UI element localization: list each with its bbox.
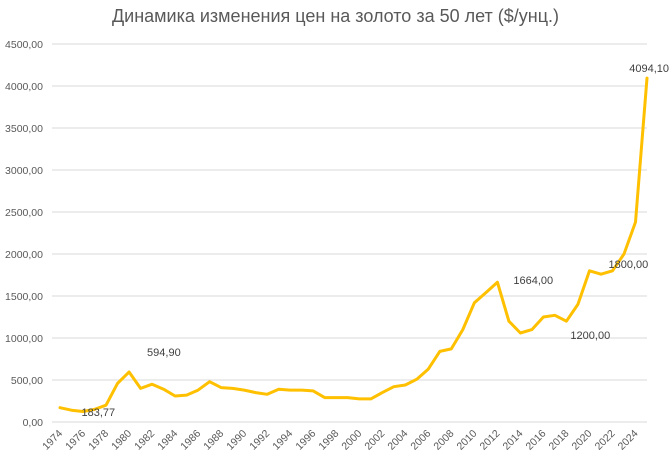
x-tick-label: 2024: [616, 428, 641, 453]
y-tick-label: 0,00: [23, 417, 44, 429]
y-tick-label: 500,00: [11, 375, 43, 387]
y-tick-label: 1000,00: [5, 333, 43, 345]
data-label: 1664,00: [513, 275, 553, 287]
x-tick-label: 2004: [385, 428, 410, 453]
x-tick-label: 2014: [501, 428, 526, 453]
gridlines: [52, 43, 647, 423]
x-tick-label: 1998: [316, 428, 341, 453]
x-tick-label: 2002: [362, 428, 387, 453]
data-label: 4094,10: [629, 63, 669, 75]
y-tick-label: 1500,00: [5, 291, 43, 303]
x-tick-label: 1984: [155, 428, 180, 453]
series-line: [58, 76, 649, 413]
x-tick-label: 1994: [270, 428, 295, 453]
y-axis-tick-labels: 0,00 500,00 1000,00 1500,00 2000,00 2500,00 30…: [5, 39, 43, 429]
y-tick-label: 2000,00: [5, 249, 43, 261]
data-label: 1200,00: [570, 330, 610, 342]
y-tick-label: 4000,00: [5, 81, 43, 93]
series-line-layer: [58, 76, 649, 413]
x-axis-tick-labels: 1974197619781980198219841986198819901992…: [40, 428, 641, 453]
x-tick-label: 1980: [109, 428, 134, 453]
x-tick-label: 1976: [63, 428, 88, 453]
x-tick-label: 1974: [40, 428, 65, 453]
chart-title: Динамика изменения цен на золото за 50 л…: [111, 6, 560, 26]
x-tick-label: 1992: [247, 428, 272, 453]
y-tick-label: 2500,00: [5, 207, 43, 219]
data-label: 1800,00: [608, 259, 648, 271]
y-tick-label: 3500,00: [5, 123, 43, 135]
x-tick-label: 2008: [431, 428, 456, 453]
x-tick-label: 2020: [570, 428, 595, 453]
x-tick-label: 1988: [201, 428, 226, 453]
x-tick-label: 1982: [132, 428, 157, 453]
x-tick-label: 1990: [224, 428, 249, 453]
x-tick-label: 2022: [593, 428, 618, 453]
data-label: 183,77: [82, 407, 116, 419]
data-label: 594,90: [147, 347, 181, 359]
x-tick-label: 1986: [178, 428, 203, 453]
x-tick-label: 2018: [547, 428, 572, 453]
x-tick-label: 2006: [408, 428, 433, 453]
x-tick-label: 2010: [454, 428, 479, 453]
x-tick-label: 2016: [524, 428, 549, 453]
y-tick-label: 3000,00: [5, 165, 43, 177]
data-labels: 183,77 594,90 1664,00 1200,00 1800,00 4094,10: [82, 63, 669, 419]
x-tick-label: 2000: [339, 428, 364, 453]
x-tick-label: 1996: [293, 428, 318, 453]
x-tick-label: 1978: [86, 428, 111, 453]
x-tick-label: 2012: [477, 428, 502, 453]
y-tick-label: 4500,00: [5, 39, 43, 51]
